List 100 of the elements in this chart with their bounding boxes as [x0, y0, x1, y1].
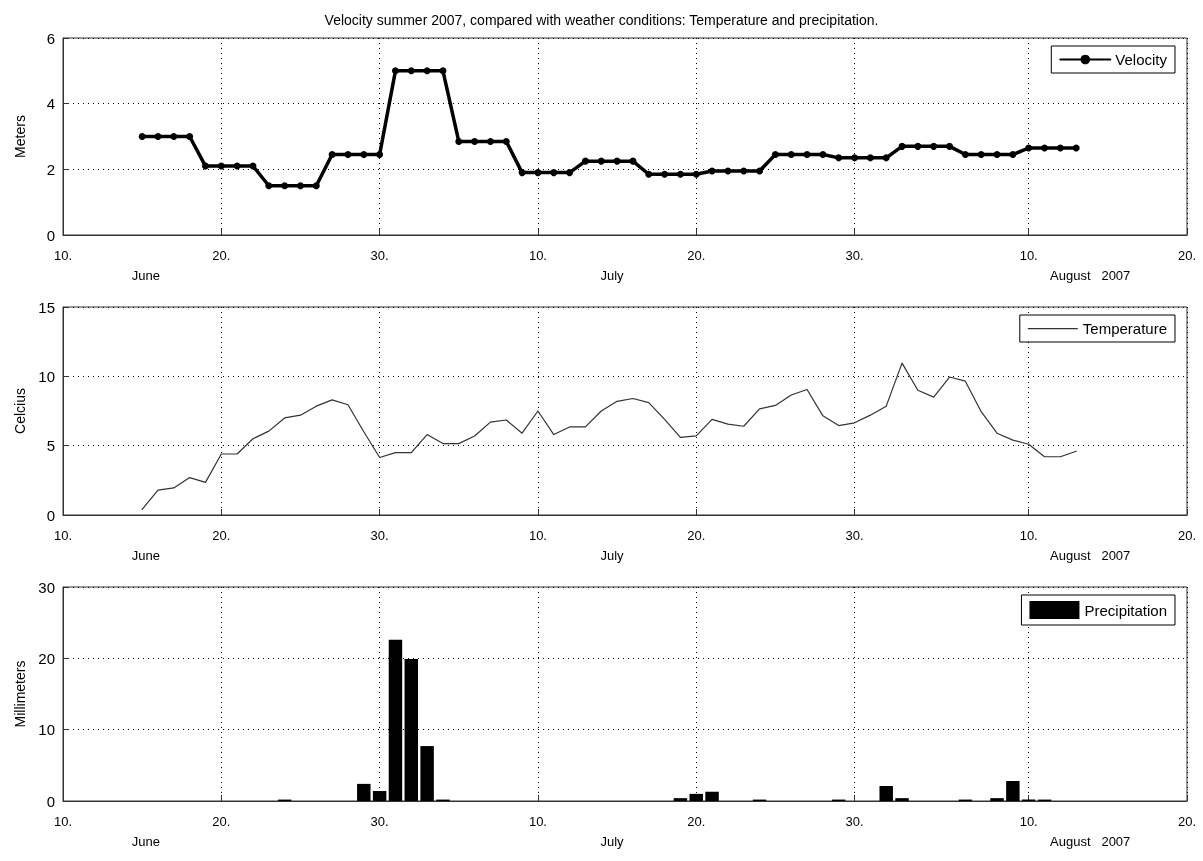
text: July [600, 268, 625, 283]
point [486, 137, 494, 145]
line-series [141, 362, 1077, 511]
legend-label: Precipitation [1084, 601, 1167, 619]
point [265, 182, 273, 190]
point [201, 162, 209, 170]
bar [990, 798, 1004, 801]
point [771, 151, 779, 159]
x-tick-label: 30. [370, 814, 389, 829]
point [1072, 144, 1080, 152]
point [597, 157, 605, 165]
x-tick-label: 10. [53, 814, 73, 829]
bar [673, 798, 688, 801]
x-tick-label: 10. [528, 528, 547, 543]
point [360, 151, 368, 159]
point [914, 142, 922, 150]
point [787, 151, 795, 159]
point [676, 170, 684, 178]
bar [895, 798, 909, 801]
text: June [131, 834, 160, 849]
point [328, 151, 336, 159]
point [170, 133, 178, 140]
point [1056, 144, 1064, 152]
text: August 2007 [1050, 548, 1131, 563]
y-tick-label: 30 [38, 578, 55, 596]
x-tick-label: 10. [53, 528, 73, 543]
y-tick-label: 5 [46, 437, 55, 455]
y-tick-label: 0 [46, 226, 55, 244]
point [502, 137, 510, 145]
point [993, 151, 1001, 159]
bar [372, 791, 387, 801]
y-tick-label: 20 [38, 649, 55, 667]
point [1009, 151, 1017, 159]
x-tick-label: 20. [1177, 248, 1197, 263]
x-tick-label: 20. [212, 528, 231, 543]
point [217, 162, 225, 170]
point [550, 169, 558, 177]
bar [420, 746, 434, 801]
x-tick-label: 10. [1019, 814, 1038, 829]
bar [357, 783, 371, 801]
point [851, 154, 859, 162]
y-axis-title: Meters [12, 115, 28, 158]
point [281, 182, 289, 190]
chart-title: Velocity summer 2007, compared with weather conditions: Temperature and precipitation. [324, 12, 879, 28]
x-tick-label: 20. [1177, 814, 1197, 829]
x-tick-label: 10. [1019, 528, 1038, 543]
x-tick-label: 10. [528, 248, 547, 263]
y-tick-label: 0 [46, 506, 55, 524]
text: June [131, 548, 160, 563]
point [312, 182, 320, 190]
point [471, 137, 479, 145]
text: July [600, 834, 625, 849]
point [819, 151, 827, 159]
x-tick-label: 20. [212, 814, 231, 829]
point [740, 167, 748, 175]
y-tick-label: 2 [46, 160, 55, 178]
y-tick-label: 0 [46, 792, 55, 810]
x-tick-label: 20. [212, 248, 231, 263]
point [692, 170, 700, 178]
text: June [131, 268, 160, 283]
point [566, 169, 574, 177]
point [391, 67, 399, 75]
point [1041, 144, 1049, 152]
point [439, 67, 447, 75]
text: August 2007 [1050, 834, 1131, 849]
x-tick-label: 20. [687, 814, 706, 829]
point [882, 154, 890, 162]
point [518, 169, 526, 177]
y-tick-label: 4 [46, 95, 55, 113]
bar [1006, 781, 1020, 801]
point [661, 170, 669, 178]
x-tick-label: 20. [1177, 528, 1197, 543]
bar [879, 786, 893, 801]
point [581, 157, 589, 165]
point [407, 67, 415, 75]
x-tick-label: 30. [845, 248, 864, 263]
x-tick-label: 30. [370, 248, 389, 263]
legend-label: Temperature [1082, 320, 1168, 337]
x-tick-label: 30. [370, 528, 389, 543]
point [154, 133, 162, 140]
point [423, 67, 431, 75]
point [977, 151, 985, 159]
point [756, 167, 764, 175]
point [455, 137, 463, 145]
point [645, 170, 653, 178]
point [835, 154, 843, 162]
y-axis-title: Millimeters [12, 660, 28, 728]
text: July [600, 548, 625, 563]
y-tick-label: 6 [46, 29, 55, 47]
point [534, 169, 542, 177]
point [803, 151, 811, 159]
point [930, 142, 938, 150]
point [629, 157, 637, 165]
y-axis-title: Celcius [12, 388, 28, 434]
x-tick-label: 30. [845, 814, 864, 829]
x-tick-label: 30. [845, 528, 864, 543]
text: August 2007 [1050, 268, 1131, 283]
point [946, 142, 954, 150]
bar [705, 791, 719, 801]
legend-label: Velocity [1115, 51, 1168, 68]
